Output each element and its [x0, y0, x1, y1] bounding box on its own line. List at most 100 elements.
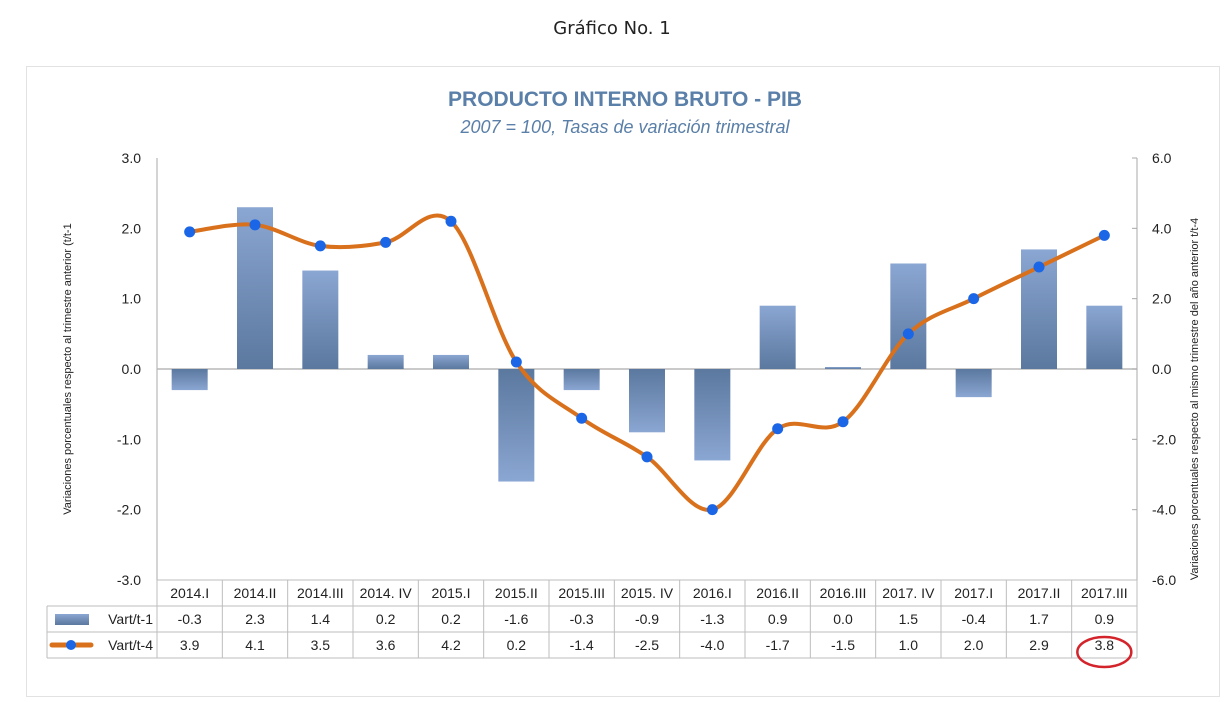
- axes: 3.0 2.0 1.0 0.0 -1.0 -2.0 -3.0 6.0 4.0 2.0 0.0 -2.0…: [117, 150, 1176, 588]
- y-tick-right-label: -6.0: [1152, 572, 1176, 588]
- table-cell-vart-t4: 3.6: [376, 637, 396, 653]
- legend-label-vart-t4: Vart/t-4: [108, 637, 153, 653]
- y-tick-right-label: 6.0: [1152, 150, 1172, 166]
- table-cell-vart-t4: -1.4: [570, 637, 594, 653]
- x-tick-label: 2015.I: [432, 585, 471, 601]
- x-tick-label: 2016.II: [756, 585, 799, 601]
- table-cell-vart-t1: 0.9: [1095, 611, 1115, 627]
- x-tick-label: 2014.III: [297, 585, 344, 601]
- table-cell-vart-t1: -1.3: [700, 611, 724, 627]
- x-tick-label: 2016.III: [820, 585, 867, 601]
- table-cell-vart-t4: 3.5: [311, 637, 331, 653]
- table-cell-vart-t4: 2.9: [1029, 637, 1049, 653]
- table-cell-vart-t1: -0.4: [962, 611, 986, 627]
- y-tick-left-label: 1.0: [122, 291, 142, 307]
- y-axis-right-label: Variaciones porcentuales respecto al mis…: [1189, 218, 1201, 580]
- table-cell-vart-t1: 0.2: [376, 611, 396, 627]
- chart-subtitle: 2007 = 100, Tasas de variación trimestra…: [460, 117, 790, 137]
- table-cell-vart-t4: 3.8: [1095, 637, 1115, 653]
- x-tick-label: 2017. IV: [882, 585, 935, 601]
- table-cell-vart-t4: 4.1: [245, 637, 265, 653]
- y-tick-left-label: -1.0: [117, 431, 141, 447]
- bar: [433, 354, 469, 369]
- y-tick-right-label: 4.0: [1152, 220, 1172, 236]
- table-cell-vart-t1: 1.7: [1029, 611, 1049, 627]
- y-tick-right-label: -2.0: [1152, 431, 1176, 447]
- table-cell-vart-t4: 4.2: [441, 637, 461, 653]
- line-marker: [1033, 261, 1045, 273]
- table-cell-vart-t1: -0.3: [178, 611, 202, 627]
- bar: [629, 369, 665, 433]
- line-marker: [380, 236, 392, 248]
- bar: [563, 369, 600, 391]
- x-tick-label: 2016.I: [693, 585, 732, 601]
- bar: [890, 263, 927, 369]
- x-tick-label: 2014.II: [234, 585, 277, 601]
- table-cell-vart-t4: 1.0: [899, 637, 919, 653]
- y-tick-right-label: 2.0: [1152, 291, 1172, 307]
- bar: [694, 369, 731, 461]
- chart-title: PRODUCTO INTERNO BRUTO - PIB: [448, 88, 802, 111]
- x-tick-label: 2017.I: [954, 585, 993, 601]
- y-tick-right-label: 0.0: [1152, 361, 1172, 377]
- line-marker: [576, 412, 588, 424]
- line-marker: [706, 504, 718, 516]
- x-tick-label: 2017.III: [1081, 585, 1128, 601]
- line-marker: [902, 328, 914, 340]
- bar: [955, 369, 992, 398]
- bar: [367, 354, 404, 369]
- table-cell-vart-t4: 0.2: [507, 637, 527, 653]
- line-marker: [772, 423, 784, 435]
- bar: [1086, 305, 1123, 369]
- bar: [498, 369, 535, 482]
- table-cell-vart-t1: 2.3: [245, 611, 265, 627]
- table-cell-vart-t4: -1.5: [831, 637, 855, 653]
- line-marker: [641, 451, 653, 463]
- y-tick-left-label: 2.0: [122, 220, 142, 236]
- table-cell-vart-t4: -1.7: [766, 637, 790, 653]
- line-series: [184, 213, 1110, 516]
- table-cell-vart-t1: 0.0: [833, 611, 853, 627]
- table-cell-vart-t4: 2.0: [964, 637, 984, 653]
- x-tick-label: 2015. IV: [621, 585, 674, 601]
- y-tick-left-label: -2.0: [117, 502, 141, 518]
- table-cell-vart-t1: 0.9: [768, 611, 788, 627]
- x-tick-label: 2015.II: [495, 585, 538, 601]
- table-cell-vart-t1: 1.5: [899, 611, 919, 627]
- chart-frame: [26, 66, 1220, 697]
- line-marker: [445, 215, 457, 227]
- line-marker: [837, 416, 849, 428]
- line-marker: [184, 226, 196, 238]
- line-marker: [1098, 229, 1110, 241]
- line-marker: [314, 240, 326, 252]
- y-tick-left-label: 3.0: [122, 150, 142, 166]
- bar: [759, 305, 796, 369]
- line-marker: [510, 356, 522, 368]
- bar: [237, 207, 273, 369]
- x-tick-label: 2014. IV: [360, 585, 413, 601]
- y-tick-left-label: 0.0: [122, 361, 142, 377]
- table-cell-vart-t4: -2.5: [635, 637, 659, 653]
- y-axis-left-label: Variaciones porcentuales respecto al tri…: [62, 223, 74, 514]
- figure-heading: Gráfico No. 1: [553, 18, 671, 39]
- table-cell-vart-t1: 1.4: [311, 611, 331, 627]
- legend-label-vart-t1: Vart/t-1: [108, 611, 153, 627]
- legend-marker-swatch: [66, 640, 76, 650]
- bar: [171, 369, 208, 391]
- table-cell-vart-t4: -4.0: [700, 637, 724, 653]
- table-cell-vart-t4: 3.9: [180, 637, 200, 653]
- y-tick-right-label: -4.0: [1152, 502, 1176, 518]
- bar: [825, 367, 861, 369]
- table-cell-vart-t1: -0.9: [635, 611, 659, 627]
- y-tick-left-label: -3.0: [117, 572, 141, 588]
- highlight-circle: [1076, 635, 1133, 669]
- line-marker: [249, 219, 261, 231]
- table-cell-vart-t1: -1.6: [504, 611, 528, 627]
- x-tick-label: 2017.II: [1018, 585, 1061, 601]
- x-tick-label: 2014.I: [170, 585, 209, 601]
- table-cell-vart-t1: 0.2: [441, 611, 461, 627]
- bar: [302, 270, 339, 369]
- bar-series: [171, 207, 1123, 482]
- table-cell-vart-t1: -0.3: [570, 611, 594, 627]
